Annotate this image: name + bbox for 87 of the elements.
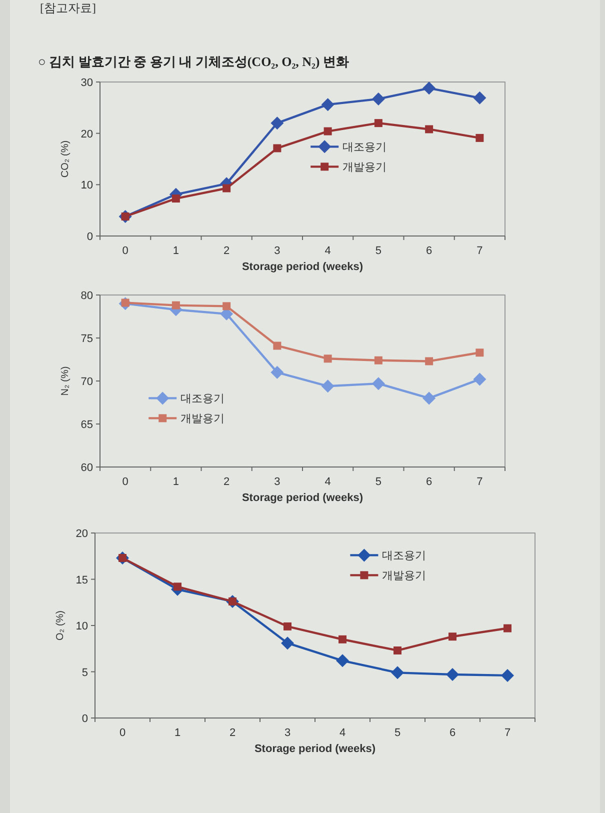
point <box>372 92 385 106</box>
point <box>391 666 404 680</box>
point <box>374 119 382 128</box>
x-tick-label: 0 <box>119 727 126 739</box>
legend-label: 대조용기 <box>342 142 387 154</box>
y-axis-title: O₂ (%) <box>55 610 66 640</box>
x-tick-label: 4 <box>324 245 331 257</box>
legend-label: 개발용기 <box>180 413 225 426</box>
text: [참고자료] <box>40 1 96 15</box>
point <box>284 622 292 630</box>
point <box>473 91 486 104</box>
x-tick-label: 3 <box>274 245 280 257</box>
y-tick-label: 0 <box>82 713 88 725</box>
point <box>324 127 332 136</box>
point <box>273 144 282 152</box>
y-tick-label: 5 <box>82 666 88 679</box>
y-tick-label: 75 <box>80 333 93 345</box>
point <box>476 134 484 142</box>
point <box>270 366 284 379</box>
x-tick-label: 1 <box>172 476 179 488</box>
point <box>448 632 456 641</box>
y-tick-label: 30 <box>80 77 93 89</box>
legend-label: 개발용기 <box>382 570 426 582</box>
point <box>222 184 231 192</box>
x-tick-label: 7 <box>476 245 483 257</box>
point <box>425 357 434 366</box>
x-axis-title: Storage period (weeks) <box>254 743 376 755</box>
point <box>501 668 514 682</box>
point <box>422 82 436 95</box>
y-tick-label: 20 <box>80 128 93 140</box>
point <box>222 302 231 310</box>
y-tick-label: 15 <box>76 574 88 586</box>
legend-label: 개발용기 <box>342 162 387 174</box>
x-tick-label: 2 <box>229 727 236 739</box>
y-tick-label: 20 <box>76 528 88 540</box>
point <box>422 392 436 405</box>
y-tick-label: 60 <box>80 462 93 474</box>
point <box>270 116 284 130</box>
x-tick-label: 1 <box>172 245 179 257</box>
x-tick-label: 5 <box>375 476 382 488</box>
y-axis-title: CO₂ (%) <box>60 140 71 178</box>
point <box>281 636 294 650</box>
x-axis-title: Storage period (weeks) <box>242 492 364 504</box>
x-tick-label: 3 <box>284 727 291 739</box>
y-tick-label: 80 <box>80 290 93 302</box>
point <box>425 125 434 134</box>
x-tick-label: 3 <box>274 476 280 488</box>
y-tick-label: 0 <box>86 231 93 243</box>
x-tick-label: 0 <box>122 476 128 488</box>
x-tick-label: 2 <box>224 245 230 257</box>
x-tick-label: 2 <box>224 476 230 488</box>
point <box>473 372 486 386</box>
point <box>374 356 382 364</box>
y-tick-label: 70 <box>80 376 93 388</box>
point <box>321 380 334 393</box>
legend-label: 대조용기 <box>180 393 225 406</box>
point <box>324 354 332 363</box>
point <box>476 348 484 357</box>
x-tick-label: 6 <box>449 727 456 739</box>
x-tick-label: 6 <box>426 476 432 488</box>
x-tick-label: 4 <box>339 727 346 739</box>
legend-label: 대조용기 <box>382 550 426 562</box>
y-axis-title: N₂ (%) <box>60 366 71 396</box>
point <box>174 582 182 591</box>
x-tick-label: 6 <box>426 245 432 257</box>
y-tick-label: 65 <box>80 419 93 431</box>
point <box>172 301 180 310</box>
point <box>338 635 346 644</box>
point <box>394 646 402 654</box>
point <box>172 194 180 203</box>
x-tick-label: 5 <box>394 727 401 739</box>
chart-title: ○ 김치 발효기간 중 용기 내 기체조성(CO₂, O₂, N₂) 변화 <box>38 54 349 69</box>
point <box>446 668 459 682</box>
point <box>273 342 282 350</box>
point <box>504 624 512 632</box>
x-tick-label: 7 <box>504 727 511 739</box>
x-tick-label: 4 <box>324 476 331 488</box>
point <box>321 98 334 112</box>
x-tick-label: 0 <box>122 245 128 257</box>
x-axis-title: Storage period (weeks) <box>242 261 364 273</box>
point <box>372 377 385 390</box>
point <box>336 654 349 668</box>
y-tick-label: 10 <box>76 620 88 632</box>
x-tick-label: 7 <box>476 476 483 488</box>
x-tick-label: 1 <box>174 727 181 739</box>
x-tick-label: 5 <box>375 245 382 257</box>
y-tick-label: 10 <box>80 180 93 192</box>
